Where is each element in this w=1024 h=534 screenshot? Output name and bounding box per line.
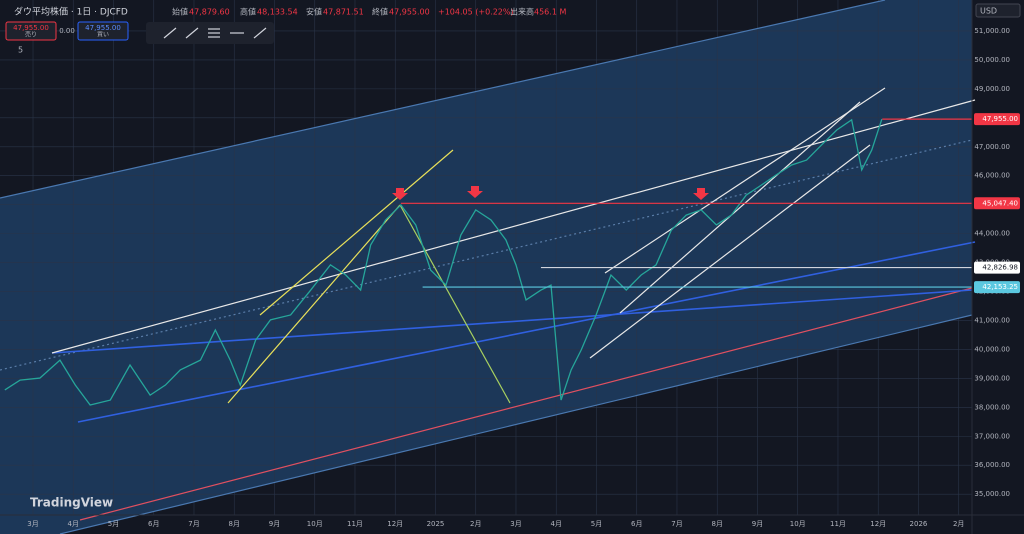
sell-label: 売り — [25, 31, 37, 39]
price-label: 42,153.25 — [982, 283, 1018, 291]
x-tick-label: 12月 — [387, 520, 403, 528]
y-tick-label: 41,000.00 — [974, 316, 1010, 324]
red-trend — [79, 287, 973, 521]
yellow-trend — [259, 149, 454, 316]
y-tick-label: 38,000.00 — [974, 403, 1010, 411]
ohlc-value: 48,133.54 — [257, 8, 298, 17]
arrow — [693, 188, 709, 200]
ohlc-value: 456.1 M — [534, 8, 566, 17]
channel-top — [0, 0, 886, 199]
channel-fill — [0, 0, 972, 534]
buy-price: 47,955.00 — [85, 24, 121, 32]
y-tick-label: 50,000.00 — [974, 56, 1010, 64]
ohlc-label: 安値 — [306, 7, 322, 17]
price-label: 45,047.40 — [982, 199, 1018, 207]
x-tick-label: 2月 — [953, 520, 964, 528]
x-tick-label: 7月 — [671, 520, 682, 528]
currency: USD — [980, 7, 997, 16]
currency-box[interactable] — [975, 3, 1021, 18]
buy-button[interactable] — [77, 21, 129, 41]
y-tick-label: 39,000.00 — [974, 374, 1010, 382]
ohlc-label: 終値 — [372, 7, 388, 17]
y-tick-label: 49,000.00 — [974, 85, 1010, 93]
price-label-box — [974, 197, 1020, 210]
ohlc-value: 47,871.51 — [323, 8, 364, 17]
price-line — [4, 118, 883, 406]
drawings — [0, 0, 976, 534]
x-tick-label: 11月 — [830, 520, 846, 528]
chart-title: ダウ平均株価 · 1日 · DJCFD — [14, 6, 128, 18]
x-tick-label: 10月 — [790, 520, 806, 528]
y-tick-label: 37,000.00 — [974, 432, 1010, 440]
blue-trend — [77, 241, 976, 423]
y-tick-label: 47,000.00 — [974, 143, 1010, 151]
channel-mid — [0, 139, 973, 371]
blue-trend — [51, 289, 973, 354]
ohlc-value: 47,955.00 — [389, 8, 430, 17]
ohlc-label: 出来高 — [510, 7, 534, 17]
y-tick-label: 51,000.00 — [974, 27, 1010, 35]
x-tick-label: 2月 — [470, 520, 481, 528]
price-label-box — [974, 113, 1020, 126]
x-tick-label: 3月 — [510, 520, 521, 528]
x-tick-label: 11月 — [347, 520, 363, 528]
channel-bottom — [59, 314, 973, 534]
ohlc-change: +104.05 (+0.22%) — [438, 8, 514, 17]
green-trend — [399, 204, 511, 404]
x-tick-label: 2025 — [427, 520, 445, 528]
brand: TradingView — [30, 496, 113, 510]
price-label-box — [974, 281, 1020, 294]
x-tick-label: 9月 — [752, 520, 763, 528]
x-tick-label: 8月 — [711, 520, 722, 528]
arrows — [392, 186, 709, 200]
ohlc-value: 47,879.60 — [189, 8, 230, 17]
buy-label: 買い — [97, 32, 109, 39]
indicator-count[interactable]: 5 — [18, 46, 23, 55]
x-tick-label: 4月 — [550, 520, 561, 528]
icon — [185, 27, 199, 39]
x-tick-label: 9月 — [269, 520, 280, 528]
price-label: 42,826.98 — [982, 264, 1018, 272]
x-tick-label: 2026 — [910, 520, 928, 528]
white-channel — [589, 144, 871, 359]
white-channel — [604, 87, 886, 274]
x-tick-label: 6月 — [631, 520, 642, 528]
x-tick-label: 5月 — [108, 520, 119, 528]
plot — [4, 118, 972, 406]
y-tick-label: 36,000.00 — [974, 461, 1010, 469]
sell-price: 47,955.00 — [13, 24, 49, 32]
price-label-box — [974, 261, 1020, 274]
y-tick-label: 40,000.00 — [974, 345, 1010, 353]
sell-button[interactable] — [5, 21, 57, 41]
x-tick-label: 6月 — [148, 520, 159, 528]
x-tick-label: 7月 — [188, 520, 199, 528]
ohlc-label: 始値 — [172, 7, 188, 17]
x-tick-label: 3月 — [27, 520, 38, 528]
ohlc-label: 高値 — [240, 7, 256, 17]
spread: 0.00 — [59, 27, 75, 35]
x-tick-label: 12月 — [870, 520, 886, 528]
white-trend — [51, 99, 976, 354]
arrow — [392, 188, 408, 200]
x-tick-label: 8月 — [229, 520, 240, 528]
icon — [253, 27, 267, 39]
toolbar-icons — [163, 27, 267, 39]
y-tick-label: 35,000.00 — [974, 490, 1010, 498]
ohlc: 始値 47,879.60 高値 48,133.54 安値 47,871.51 終… — [172, 7, 566, 17]
arrow — [467, 186, 483, 198]
price-label: 47,955.00 — [982, 115, 1018, 123]
x-tick-label: 10月 — [307, 520, 323, 528]
white-channel — [619, 101, 861, 314]
y-tick-label: 46,000.00 — [974, 172, 1010, 180]
x-tick-label: 5月 — [591, 520, 602, 528]
y-tick-label: 44,000.00 — [974, 230, 1010, 238]
yellow-trend — [227, 204, 401, 404]
x-tick-label: 4月 — [68, 520, 79, 528]
icon — [163, 27, 177, 39]
